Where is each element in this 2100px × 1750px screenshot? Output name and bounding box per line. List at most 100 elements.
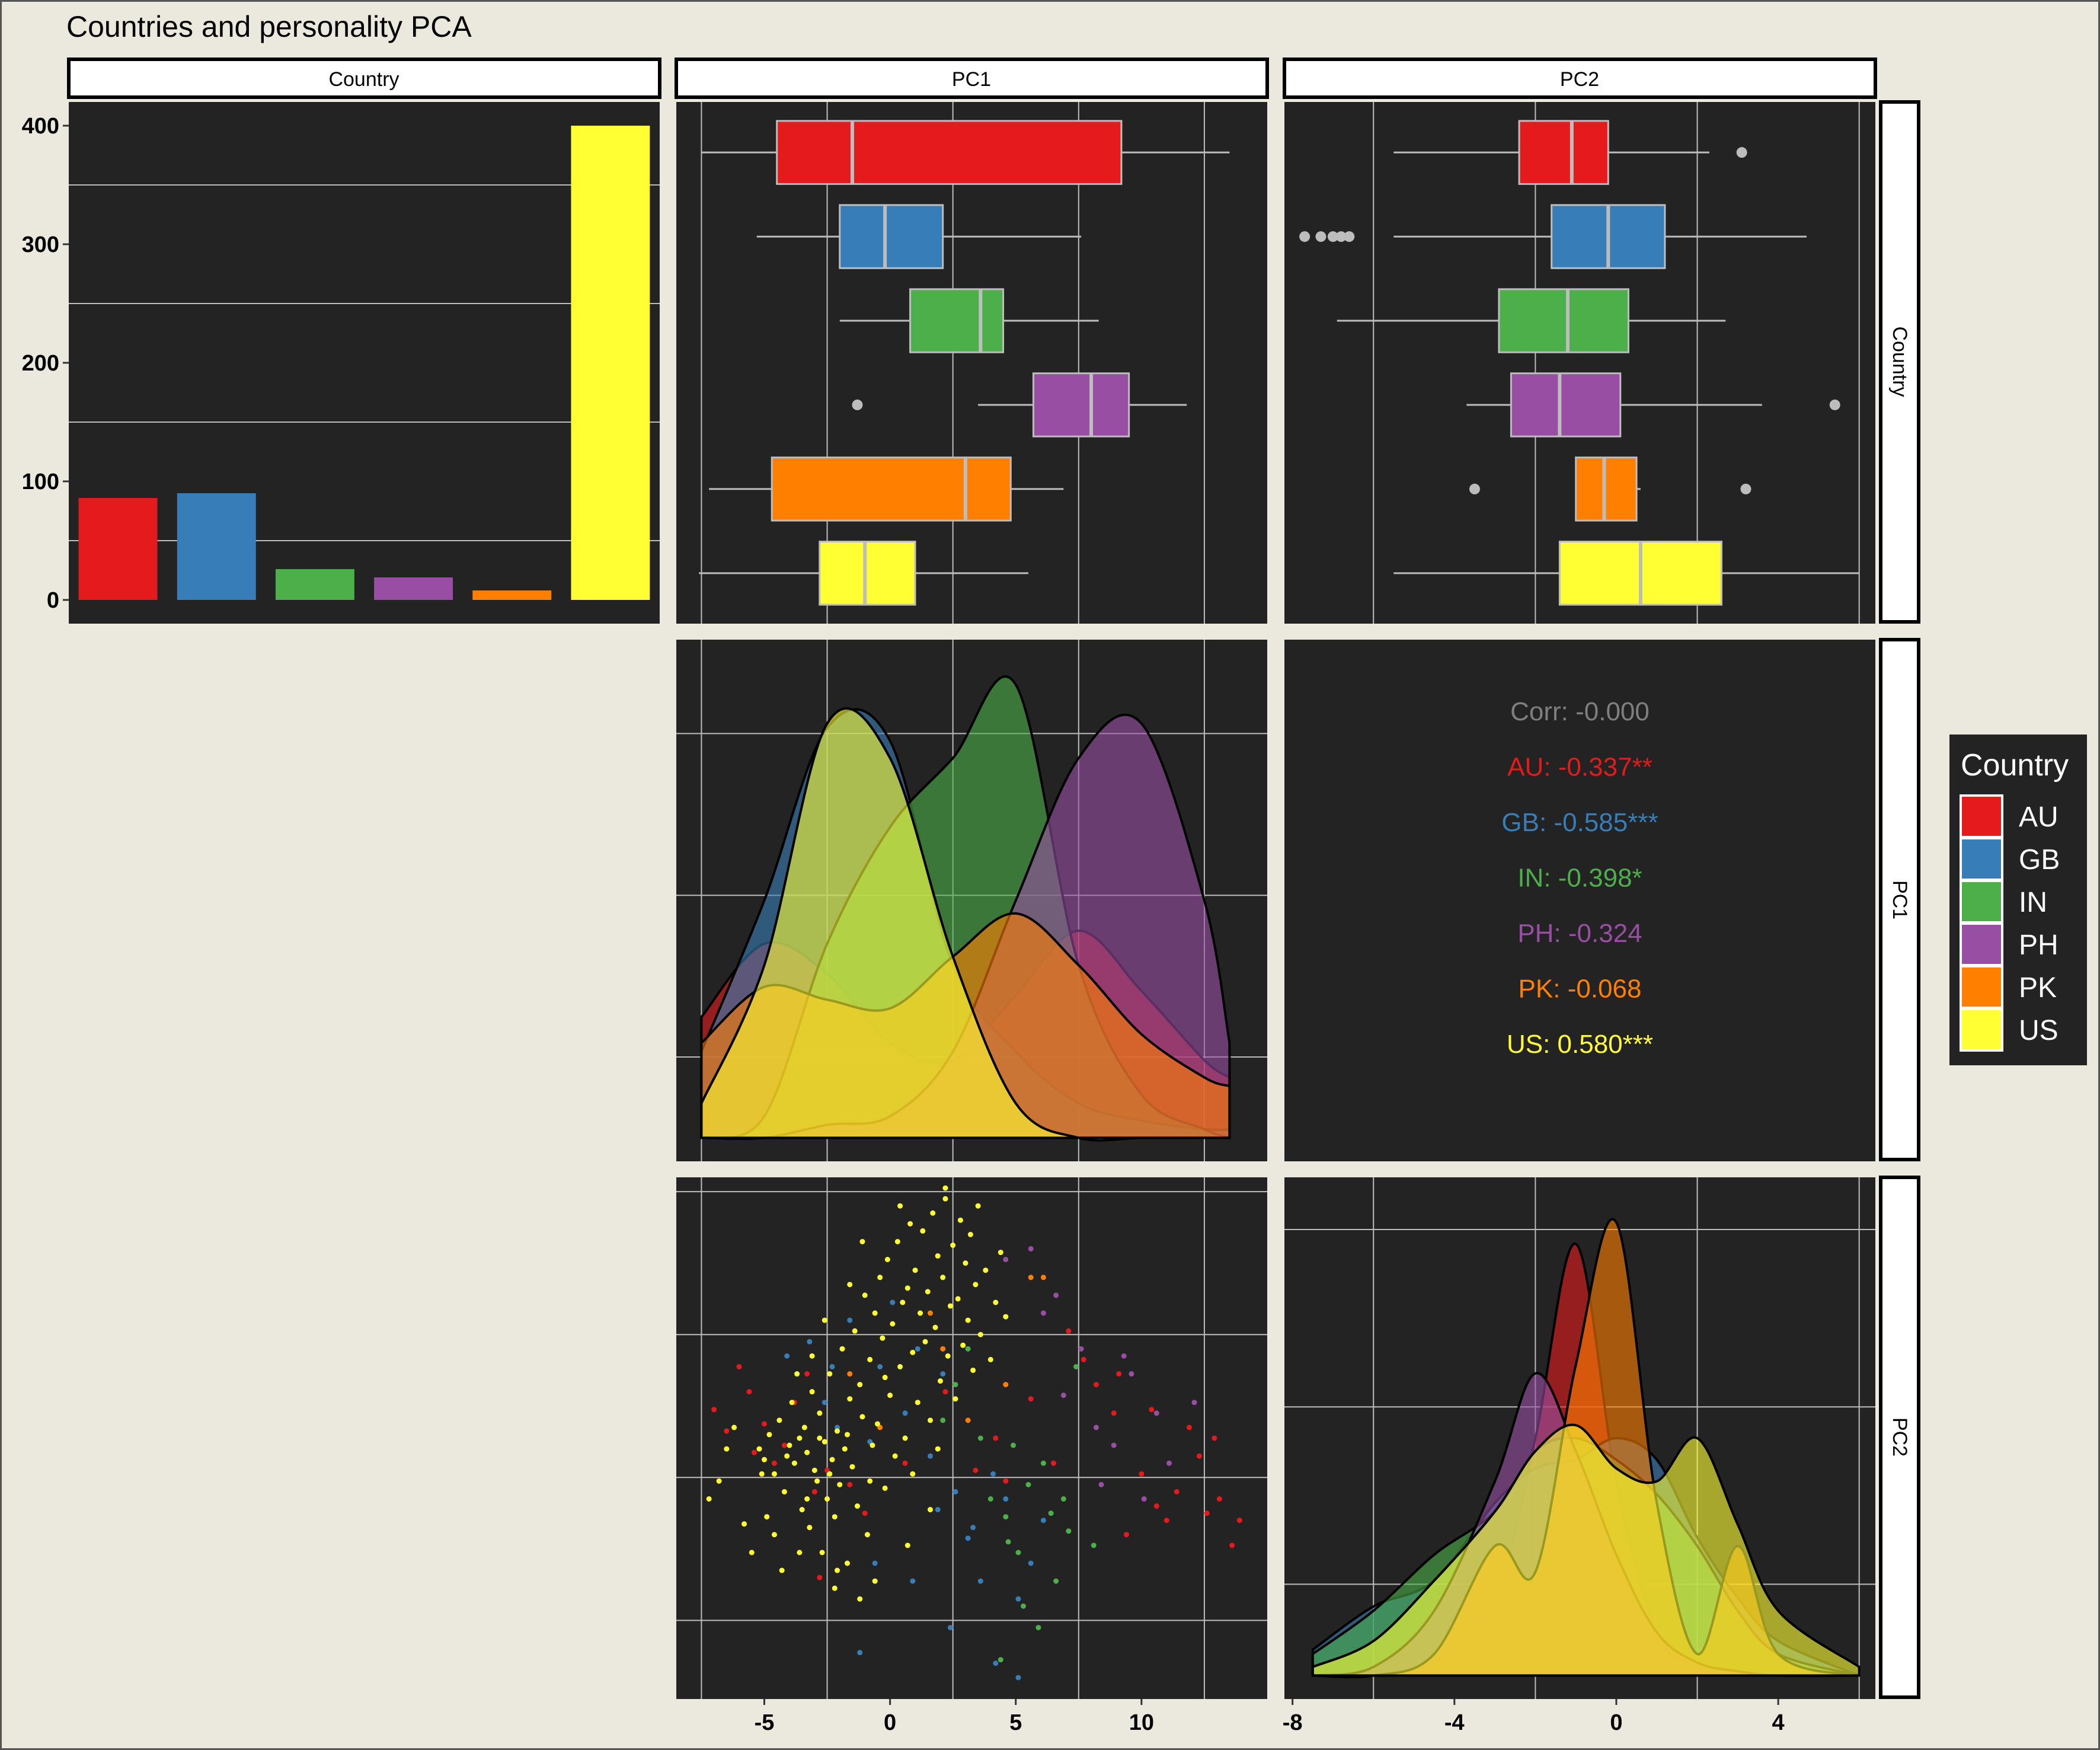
point-au xyxy=(761,1421,767,1427)
point-in xyxy=(987,1496,993,1502)
point-gb xyxy=(952,1489,958,1494)
point-us xyxy=(900,1299,906,1305)
point-ph xyxy=(1153,1410,1159,1416)
point-in xyxy=(1020,1603,1026,1609)
point-us xyxy=(887,1393,893,1398)
point-us xyxy=(973,1282,979,1288)
point-gb xyxy=(970,1525,976,1531)
point-us xyxy=(920,1228,926,1234)
point-us xyxy=(787,1442,792,1448)
density-panel-pc2 xyxy=(1284,1177,1875,1699)
point-us xyxy=(867,1478,873,1484)
box-ph xyxy=(1032,372,1130,438)
point-us xyxy=(791,1460,797,1466)
point-us xyxy=(822,1439,827,1445)
point-gb xyxy=(829,1363,835,1369)
point-ph xyxy=(1141,1496,1147,1502)
correlation-panel: Corr: -0.000 AU: -0.337** GB: -0.585*** IN:… xyxy=(1284,640,1875,1161)
point-us xyxy=(839,1346,845,1352)
point-au xyxy=(862,1511,868,1516)
x-tick-label: -8 xyxy=(1283,1710,1303,1735)
point-us xyxy=(910,1349,916,1355)
legend-label-gb: GB xyxy=(2019,844,2060,876)
point-au xyxy=(1216,1496,1222,1502)
point-au xyxy=(973,1467,979,1473)
point-in xyxy=(1025,1481,1031,1487)
point-us xyxy=(794,1371,800,1377)
legend-label-ph: PH xyxy=(2019,930,2059,961)
box-us xyxy=(819,541,916,606)
point-au xyxy=(1050,1460,1056,1466)
point-us xyxy=(983,1267,989,1273)
point-us xyxy=(799,1507,805,1513)
x-tick-label: 0 xyxy=(1610,1710,1622,1735)
point-gb xyxy=(822,1400,827,1406)
point-ph xyxy=(1098,1481,1104,1487)
point-gb xyxy=(1040,1518,1046,1524)
point-in xyxy=(1011,1442,1017,1448)
point-us xyxy=(706,1496,712,1502)
point-au xyxy=(771,1460,777,1466)
point-us xyxy=(925,1289,931,1295)
point-au xyxy=(1229,1543,1235,1548)
point-gb xyxy=(927,1453,933,1459)
point-au xyxy=(1153,1503,1159,1509)
y-tick-label: 200 xyxy=(22,351,59,376)
panel-background xyxy=(1284,102,1875,624)
point-us xyxy=(930,1210,936,1216)
scatter-panel xyxy=(676,1177,1267,1699)
point-pk xyxy=(1028,1275,1034,1280)
point-us xyxy=(801,1425,807,1430)
point-us xyxy=(932,1324,938,1330)
point-gb xyxy=(784,1353,790,1359)
point-us xyxy=(807,1525,813,1531)
point-us xyxy=(814,1478,820,1484)
point-us xyxy=(809,1353,815,1359)
point-in xyxy=(1003,1514,1009,1520)
strip-right-pc1: PC1 xyxy=(1888,880,1911,919)
panel-background xyxy=(676,102,1267,624)
box-gb xyxy=(839,204,944,269)
outlier-ph xyxy=(852,399,863,410)
point-us xyxy=(827,1471,833,1477)
point-in xyxy=(940,1417,946,1423)
strip-right-pc2-box xyxy=(1879,1176,1920,1699)
corr-label-ph: PH: -0.324 xyxy=(1517,919,1642,948)
point-gb xyxy=(1028,1560,1034,1566)
point-us xyxy=(877,1275,883,1280)
point-ph xyxy=(1053,1292,1059,1298)
point-ph xyxy=(1094,1425,1099,1430)
point-us xyxy=(890,1321,896,1327)
point-us xyxy=(771,1532,777,1538)
point-ph xyxy=(1040,1310,1046,1316)
point-au xyxy=(847,1481,853,1487)
point-us xyxy=(759,1471,765,1477)
facet-strips: Country PC1 PC2 Country PC1 PC2 xyxy=(67,58,1920,1699)
point-au xyxy=(746,1389,752,1395)
point-in xyxy=(1091,1543,1097,1548)
point-us xyxy=(935,1446,941,1452)
legend-label-us: US xyxy=(2019,1015,2059,1046)
point-us xyxy=(927,1507,933,1513)
point-us xyxy=(822,1317,827,1323)
point-gb xyxy=(915,1346,920,1352)
point-gb xyxy=(857,1650,863,1656)
point-us xyxy=(749,1550,755,1556)
point-gb xyxy=(872,1560,878,1566)
point-us xyxy=(960,1342,966,1348)
point-au xyxy=(1204,1511,1210,1516)
point-in xyxy=(965,1346,971,1352)
point-ph xyxy=(1121,1353,1127,1359)
x-tick-label: -4 xyxy=(1444,1710,1465,1735)
point-au xyxy=(804,1371,810,1377)
point-us xyxy=(811,1467,817,1473)
point-us xyxy=(987,1356,993,1362)
point-ph xyxy=(1129,1371,1134,1377)
point-au xyxy=(1094,1382,1099,1388)
outlier-au xyxy=(1736,147,1747,158)
point-us xyxy=(847,1396,853,1402)
point-gb xyxy=(990,1471,996,1477)
point-us xyxy=(797,1550,803,1556)
point-in xyxy=(952,1382,958,1388)
y-tick-label: 400 xyxy=(22,114,59,139)
